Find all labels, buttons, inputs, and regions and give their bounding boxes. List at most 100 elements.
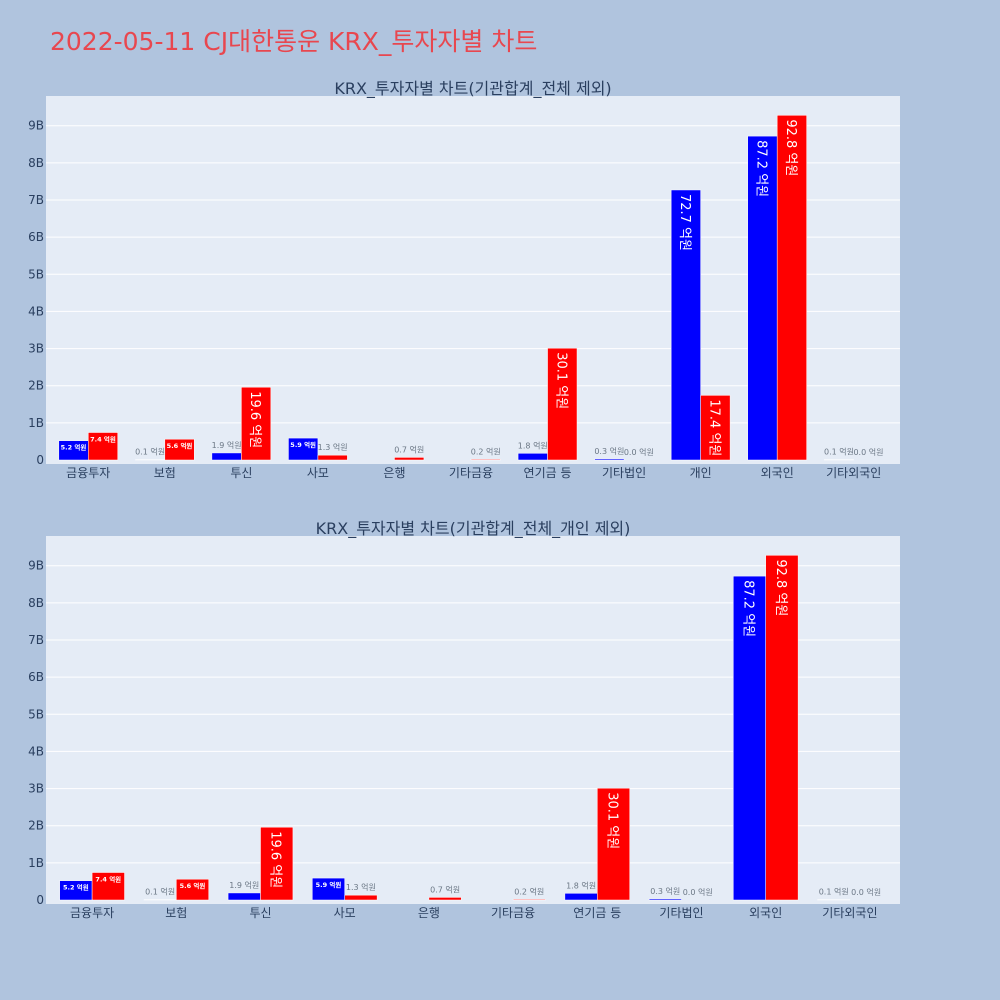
y-tick-label: 2B <box>28 819 44 833</box>
bar-data-label: 0.2 억원 <box>514 886 544 896</box>
y-tick-label: 9B <box>28 559 44 573</box>
bar-data-label: 7.4 억원 <box>90 435 116 444</box>
bar-b <box>547 347 578 461</box>
y-tick-label: 5B <box>28 267 44 281</box>
bar-data-label: 5.9 억원 <box>290 440 316 449</box>
bar-data-label: 0.0 억원 <box>624 447 654 457</box>
bar-data-label: 1.3 억원 <box>318 442 348 452</box>
bar-data-label: 92.8 억원 <box>773 559 788 616</box>
y-tick-label: 5B <box>28 707 44 721</box>
x-tick-label: 보험 <box>165 906 187 920</box>
x-tick-label: 투신 <box>249 906 271 920</box>
bar-data-label: 0.0 억원 <box>683 887 713 897</box>
bar-b <box>700 395 731 461</box>
bar-data-label: 0.3 억원 <box>650 886 680 896</box>
bar-data-label: 19.6 억원 <box>247 391 262 448</box>
x-tick-label: 기타금융 <box>491 906 535 920</box>
bar-b <box>241 386 272 461</box>
x-tick-label: 은행 <box>383 465 405 480</box>
bar-data-label: 0.1 억원 <box>819 887 849 897</box>
x-tick-label: 기타외국인 <box>822 906 877 920</box>
y-tick-label: 2B <box>28 379 44 393</box>
bar-b <box>344 894 378 901</box>
bar-data-label: 0.2 억원 <box>471 446 501 456</box>
bar-b <box>260 826 294 901</box>
bar-data-label: 1.3 억원 <box>346 882 376 892</box>
bar-a <box>648 898 682 901</box>
bar-data-label: 1.9 억원 <box>229 880 259 890</box>
y-tick-label: 1B <box>28 856 44 870</box>
x-tick-label: 기타법인 <box>602 466 646 480</box>
x-tick-label: 외국인 <box>761 466 794 480</box>
bar-data-label: 1.9 억원 <box>212 440 242 450</box>
bar-a <box>227 892 261 901</box>
chart-subtitle: KRX_투자자별 차트(기관합계_전체_개인 제외) <box>316 519 631 539</box>
x-tick-label: 기타금융 <box>449 466 493 480</box>
x-tick-label: 사모 <box>334 906 356 920</box>
bar-b <box>176 878 209 901</box>
bar-a <box>594 458 625 461</box>
bar-data-label: 1.8 억원 <box>518 440 548 450</box>
bar-data-label: 0.7 억원 <box>430 884 460 894</box>
y-tick-label: 6B <box>28 670 44 684</box>
x-tick-label: 금융투자 <box>70 906 114 920</box>
bar-b <box>776 115 807 461</box>
chart-krx-excl-institution-total: KRX_투자자별 차트(기관합계_전체 제외) 0 1B 2B 3B 4B 5B 6B 7B 8B… <box>28 79 900 480</box>
x-tick-label: 외국인 <box>749 906 782 920</box>
y-tick-label: 3B <box>28 342 44 356</box>
bar-data-label: 0.0 억원 <box>851 887 881 897</box>
bar-a <box>288 437 319 461</box>
y-tick-label: 3B <box>28 782 44 796</box>
bar-b <box>88 432 118 461</box>
bar-data-label: 0.0 억원 <box>853 447 883 457</box>
bar-data-label: 87.2 억원 <box>740 580 755 637</box>
x-tick-label: 개인 <box>690 466 712 480</box>
bar-data-label: 0.1 억원 <box>135 447 165 457</box>
x-tick-label: 연기금 등 <box>524 466 572 480</box>
bar-a <box>312 877 345 901</box>
bar-data-label: 17.4 억원 <box>706 399 721 456</box>
x-tick-label: 은행 <box>418 905 440 920</box>
bar-a <box>733 575 766 901</box>
bar-b <box>394 457 425 461</box>
bar-data-label: 5.2 억원 <box>63 883 89 892</box>
bar-b <box>428 897 462 901</box>
x-tick-label: 기타외국인 <box>826 466 881 480</box>
y-tick-label: 0 <box>36 453 44 467</box>
x-tick-label: 투신 <box>230 466 252 480</box>
bar-data-label: 30.1 억원 <box>605 792 620 849</box>
y-tick-label: 8B <box>28 156 44 170</box>
bar-data-label: 30.1 억원 <box>553 352 568 409</box>
bar-b <box>164 438 195 461</box>
y-tick-label: 4B <box>28 304 44 318</box>
bar-a <box>670 189 701 461</box>
bar-b <box>91 872 125 901</box>
bar-data-label: 87.2 억원 <box>753 140 768 197</box>
y-tick-label: 9B <box>28 119 44 133</box>
bar-data-label: 5.2 억원 <box>61 443 87 452</box>
bar-data-label: 0.3 억원 <box>594 446 624 456</box>
y-tick-label: 0 <box>36 893 44 907</box>
y-tick-label: 7B <box>28 633 44 647</box>
bar-data-label: 5.6 억원 <box>167 441 193 450</box>
bar-data-label: 0.7 억원 <box>394 444 424 454</box>
bar-data-label: 92.8 억원 <box>783 119 798 176</box>
y-tick-label: 1B <box>28 416 44 430</box>
x-tick-label: 기타법인 <box>659 906 703 920</box>
bar-data-label: 1.8 억원 <box>566 880 596 890</box>
chart-subtitle: KRX_투자자별 차트(기관합계_전체 제외) <box>334 79 611 99</box>
x-tick-label: 사모 <box>307 466 329 480</box>
x-tick-label: 연기금 등 <box>573 906 621 920</box>
bar-b <box>597 787 630 901</box>
bar-data-label: 5.9 억원 <box>316 880 342 889</box>
chart-krx-excl-institution-individual: KRX_투자자별 차트(기관합계_전체_개인 제외) 0 1B 2B 3B 4B 5B 6B 7… <box>28 519 900 920</box>
y-tick-label: 8B <box>28 596 44 610</box>
bar-b <box>317 454 348 461</box>
bar-a <box>564 893 598 901</box>
x-tick-label: 보험 <box>154 466 176 480</box>
bar-data-label: 19.6 억원 <box>268 831 283 888</box>
bar-data-label: 5.6 억원 <box>180 881 206 890</box>
y-tick-label: 6B <box>28 230 44 244</box>
bar-data-label: 0.1 억원 <box>824 447 854 457</box>
bar-data-label: 0.1 억원 <box>145 887 175 897</box>
